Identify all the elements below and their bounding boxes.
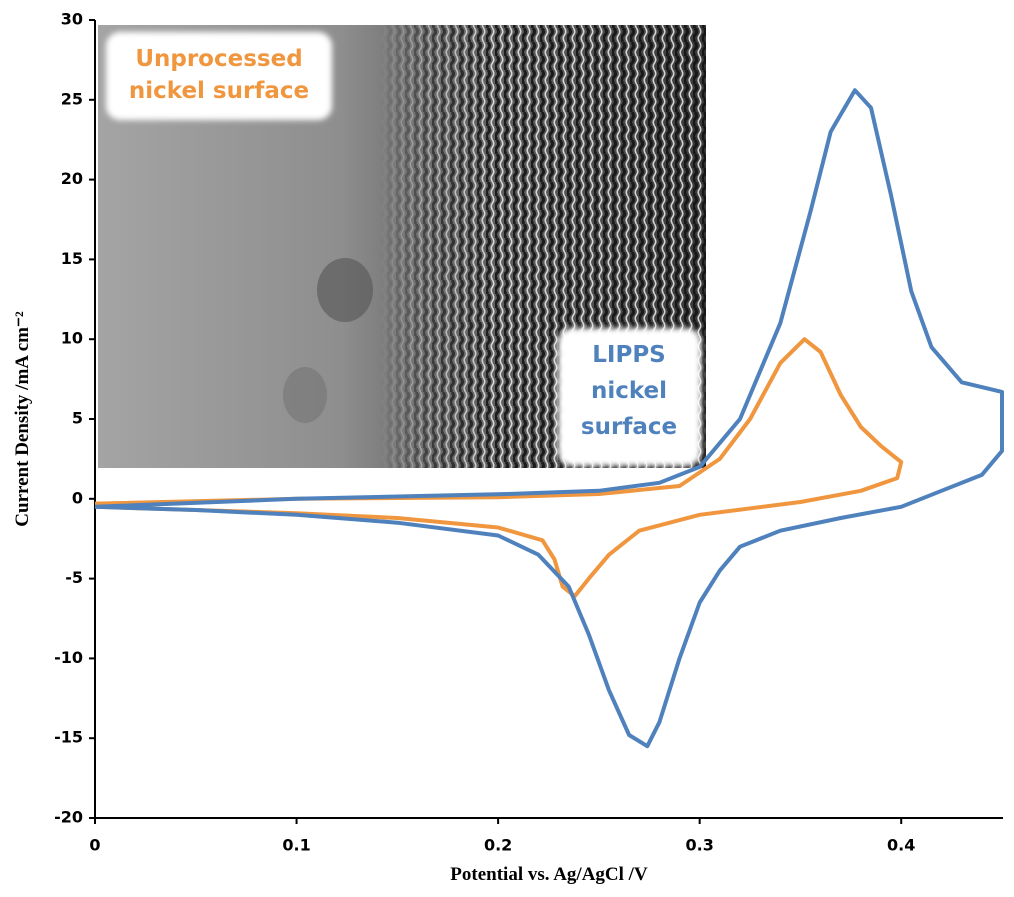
y-tick-label: 0 (72, 488, 83, 507)
y-tick-label: -20 (54, 808, 83, 827)
x-tick-label: 0.1 (282, 836, 310, 855)
y-tick-label: -15 (54, 728, 83, 747)
x-tick-label: 0.4 (887, 836, 915, 855)
y-tick-label: 5 (72, 409, 83, 428)
x-axis-title: Potential vs. Ag/AgCl /V (450, 864, 648, 885)
annotation: LIPPS (592, 342, 666, 368)
y-tick-label: 25 (61, 89, 83, 108)
y-tick-label: -10 (54, 648, 83, 667)
annotation: Unprocessed (135, 46, 302, 72)
y-tick-label: 30 (61, 10, 83, 29)
y-axis-title: Current Density /mA cm⁻² (12, 311, 33, 527)
annotation: nickel (591, 378, 667, 404)
x-tick-label: 0.3 (685, 836, 713, 855)
series-line (94, 88, 1004, 749)
y-tick-label: 20 (61, 169, 83, 188)
y-tick-label: 10 (61, 329, 83, 348)
annotation: nickel surface (129, 78, 309, 104)
y-tick-label: 15 (61, 249, 83, 268)
annotation: surface (581, 414, 677, 440)
y-tick-label: -5 (65, 568, 83, 587)
series-line (94, 337, 904, 599)
x-tick-label: 0 (89, 836, 100, 855)
x-tick-label: 0.2 (484, 836, 512, 855)
inset-image (98, 25, 706, 468)
